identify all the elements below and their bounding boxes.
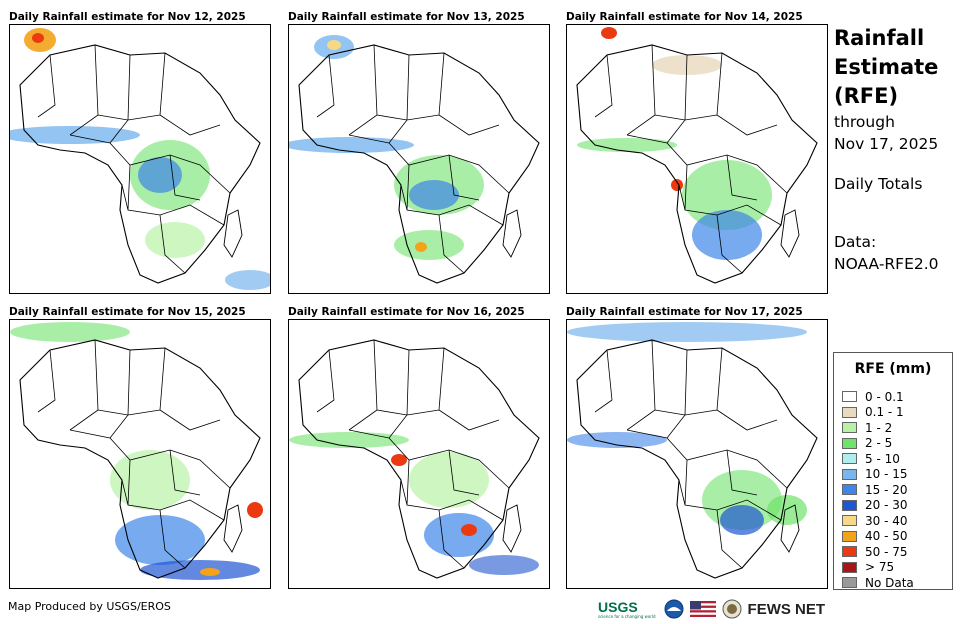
panel-title: Daily Rainfall estimate for Nov 12, 2025 (9, 11, 246, 23)
legend-swatch (842, 484, 857, 496)
legend-label: 2 - 5 (865, 436, 893, 451)
legend-label: 15 - 20 (865, 482, 908, 497)
state-dept-seal-icon (722, 599, 742, 619)
legend-item: 20 - 30 (842, 498, 914, 514)
panel-title: Daily Rainfall estimate for Nov 15, 2025 (9, 306, 246, 318)
legend-item: 40 - 50 (842, 529, 914, 545)
rainfall-map (9, 24, 271, 294)
legend-label: 50 - 75 (865, 544, 908, 559)
panel-title: Daily Rainfall estimate for Nov 13, 2025 (288, 11, 525, 23)
legend-swatch (842, 437, 857, 449)
legend-item: 1 - 2 (842, 420, 914, 436)
legend-label: 20 - 30 (865, 498, 908, 513)
title-line-1: Rainfall (834, 26, 925, 50)
rainfall-map (566, 24, 828, 294)
rainfall-map (566, 319, 828, 589)
map-panel-nov-12: Daily Rainfall estimate for Nov 12, 2025 (9, 10, 271, 294)
usgs-tagline: science for a changing world (598, 613, 656, 619)
data-source: NOAA-RFE2.0 (834, 255, 939, 273)
legend-label: 40 - 50 (865, 529, 908, 544)
legend-label: 0 - 0.1 (865, 389, 904, 404)
fews-net-logo: FEWS NET (747, 600, 826, 618)
rainfall-map (288, 24, 550, 294)
legend-item: 0.1 - 1 (842, 405, 914, 421)
us-flag-icon (689, 601, 716, 617)
legend-label: 0.1 - 1 (865, 405, 904, 420)
noaa-logo-icon (664, 599, 684, 619)
legend-swatch (842, 515, 857, 527)
legend-swatch (842, 406, 857, 418)
through-label: through (834, 113, 895, 131)
legend-swatch (842, 391, 857, 403)
usgs-wordmark: USGS (598, 598, 638, 615)
title-line-2: Estimate (834, 55, 939, 79)
legend-swatch (842, 577, 857, 589)
legend-label: 30 - 40 (865, 513, 908, 528)
legend-item: 5 - 10 (842, 451, 914, 467)
legend-item: > 75 (842, 560, 914, 576)
legend-swatch (842, 546, 857, 558)
legend-swatch (842, 561, 857, 573)
rainfall-map (288, 319, 550, 589)
panel-title: Daily Rainfall estimate for Nov 14, 2025 (566, 11, 803, 23)
map-panel-nov-14: Daily Rainfall estimate for Nov 14, 2025 (566, 10, 828, 294)
map-panel-nov-17: Daily Rainfall estimate for Nov 17, 2025 (566, 305, 828, 589)
legend-swatch (842, 468, 857, 480)
map-title-block: Rainfall Estimate (RFE) through Nov 17, … (834, 24, 966, 275)
logo-bar: USGS science for a changing world FEWS N… (598, 596, 825, 622)
legend-swatch (842, 530, 857, 542)
legend-item: 10 - 15 (842, 467, 914, 483)
legend-label: 1 - 2 (865, 420, 893, 435)
panel-title: Daily Rainfall estimate for Nov 17, 2025 (566, 306, 803, 318)
map-panel-nov-13: Daily Rainfall estimate for Nov 13, 2025 (288, 10, 550, 294)
legend-item: 15 - 20 (842, 482, 914, 498)
map-panel-nov-16: Daily Rainfall estimate for Nov 16, 2025 (288, 305, 550, 589)
rainfall-map (9, 319, 271, 589)
panel-title: Daily Rainfall estimate for Nov 16, 2025 (288, 306, 525, 318)
data-label: Data: (834, 233, 877, 251)
legend-item: 50 - 75 (842, 544, 914, 560)
legend-swatch (842, 499, 857, 511)
legend-item: No Data (842, 575, 914, 591)
legend-label: No Data (865, 575, 914, 590)
legend-swatch (842, 422, 857, 434)
legend-item: 30 - 40 (842, 513, 914, 529)
through-date: Nov 17, 2025 (834, 135, 939, 153)
title-line-3: (RFE) (834, 84, 899, 108)
legend-label: > 75 (865, 560, 895, 575)
legend-label: 5 - 10 (865, 451, 900, 466)
legend-item: 0 - 0.1 (842, 389, 914, 405)
totals-label: Daily Totals (834, 175, 923, 193)
map-panel-nov-15: Daily Rainfall estimate for Nov 15, 2025 (9, 305, 271, 589)
legend-title: RFE (mm) (854, 361, 932, 377)
legend-label: 10 - 15 (865, 467, 908, 482)
legend-swatch (842, 453, 857, 465)
legend-item: 2 - 5 (842, 436, 914, 452)
credit-text: Map Produced by USGS/EROS (8, 600, 171, 613)
usgs-logo: USGS science for a changing world (598, 600, 656, 619)
